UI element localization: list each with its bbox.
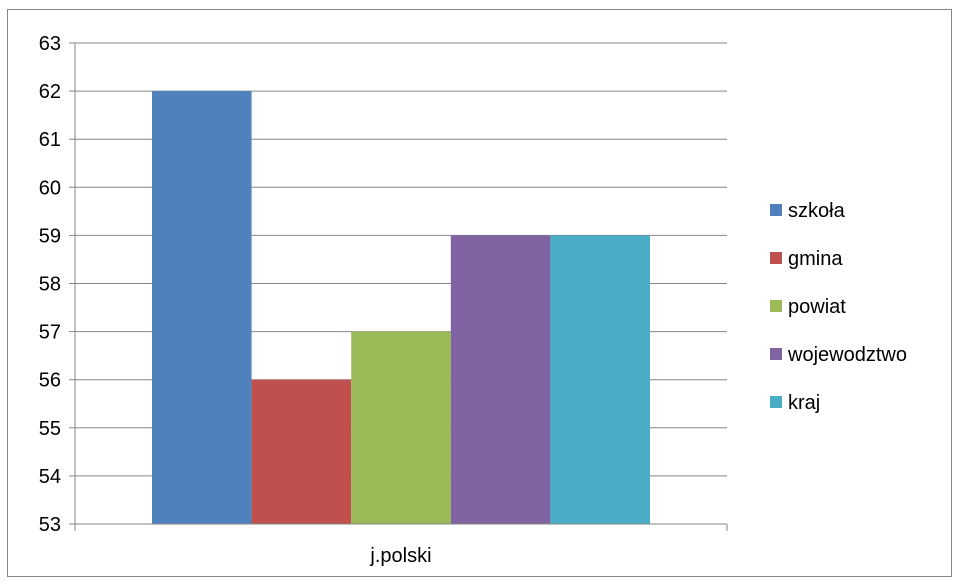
y-tick-label: 63 bbox=[39, 33, 61, 55]
legend-swatch-szkoła bbox=[770, 204, 782, 216]
y-tick-label: 55 bbox=[39, 418, 61, 440]
legend: szkoła gmina powiat wojewodztwo kraj bbox=[770, 200, 907, 414]
y-tick-label: 54 bbox=[39, 466, 61, 488]
legend-label: gmina bbox=[788, 248, 843, 270]
legend-swatch-powiat bbox=[770, 300, 782, 312]
x-category-label: j.polski bbox=[369, 545, 431, 567]
x-axis-category-labels: j.polski bbox=[369, 545, 431, 567]
y-axis-tick-labels: 53 54 55 56 57 58 59 60 61 62 63 bbox=[39, 33, 61, 536]
y-tick-label: 60 bbox=[39, 177, 61, 199]
y-tick-label: 56 bbox=[39, 370, 61, 392]
y-tick-label: 58 bbox=[39, 274, 61, 296]
bar-gmina bbox=[252, 380, 352, 524]
y-tick-label: 62 bbox=[39, 81, 61, 103]
legend-swatch-gmina bbox=[770, 252, 782, 264]
legend-swatch-wojewodztwo bbox=[770, 348, 782, 360]
bar-szkoła bbox=[152, 91, 252, 524]
bar-wojewodztwo bbox=[451, 235, 551, 524]
legend-swatch-kraj bbox=[770, 396, 782, 408]
bars bbox=[152, 91, 650, 524]
y-tick-label: 59 bbox=[39, 225, 61, 247]
legend-label: kraj bbox=[788, 392, 820, 414]
bar-kraj bbox=[550, 235, 650, 524]
legend-label: szkoła bbox=[788, 200, 846, 222]
y-tick-label: 53 bbox=[39, 514, 61, 536]
legend-label: powiat bbox=[788, 296, 846, 318]
legend-label: wojewodztwo bbox=[787, 344, 907, 366]
y-tick-label: 61 bbox=[39, 129, 61, 151]
bar-powiat bbox=[351, 332, 451, 524]
y-tick-label: 57 bbox=[39, 322, 61, 344]
